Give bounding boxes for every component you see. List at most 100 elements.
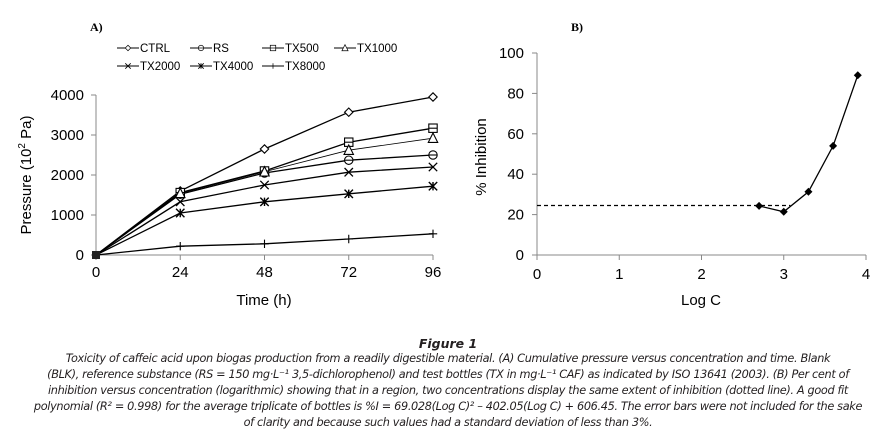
- legend-label: TX4000: [213, 61, 253, 73]
- legend-label: TX500: [285, 43, 319, 55]
- triangle-marker: [427, 131, 439, 143]
- caption-line: (BLK), reference substance (RS = 150 mg·…: [47, 368, 849, 381]
- plus-marker: [270, 63, 276, 69]
- legend-item: TX2000: [117, 61, 180, 73]
- plus-marker: [344, 234, 353, 244]
- diamond-marker: [428, 92, 438, 102]
- y-tick-label: 40: [507, 166, 524, 183]
- chart-a-legend: CTRL RS TX500 TX1000 TX2000 TX4000 TX8000: [117, 43, 397, 73]
- ylabel-suffix: Pa): [18, 116, 35, 144]
- triangle-marker: [341, 43, 349, 52]
- caption-line: of clarity and because such values had a…: [243, 416, 653, 429]
- data-point: [260, 239, 269, 248]
- y-tick-label: 60: [507, 126, 524, 143]
- x-tick-label: 24: [172, 264, 189, 281]
- x-tick-label: 1: [615, 266, 623, 283]
- data-point: [344, 234, 353, 244]
- chart-b-xlabel: Log C: [681, 292, 721, 309]
- x-tick-label: 2: [697, 266, 705, 283]
- data-point: [175, 197, 185, 207]
- asterisk-marker: [197, 62, 205, 70]
- legend-marker: [124, 62, 132, 70]
- ylabel-prefix: Pressure (10: [18, 149, 35, 235]
- plus-marker: [428, 229, 438, 238]
- asterisk-marker: [428, 181, 438, 191]
- legend-label: TX1000: [357, 43, 397, 55]
- data-point: [779, 207, 788, 216]
- triangle-marker: [343, 143, 355, 155]
- legend-marker: [197, 44, 205, 52]
- data-point: [428, 181, 438, 191]
- legend-label: RS: [213, 43, 229, 55]
- caption-line: polynomial (R² = 0.998) for the average …: [33, 400, 863, 413]
- y-tick-label: 2000: [51, 167, 84, 184]
- data-point: [344, 167, 354, 177]
- chart-a: A) CTRL RS TX500 TX1000 TX2000 TX4000 TX8000 0…: [17, 20, 441, 309]
- panel-a-label: A): [90, 20, 103, 34]
- filled-diamond-marker: [853, 71, 862, 80]
- legend-marker: [124, 44, 132, 52]
- x-marker: [259, 180, 270, 190]
- legend-item: CTRL: [117, 43, 171, 55]
- y-tick-label: 20: [507, 207, 524, 224]
- legend-marker: [197, 62, 205, 70]
- x-marker: [344, 167, 354, 177]
- x-marker: [175, 197, 185, 207]
- data-point: [428, 92, 438, 102]
- filled-diamond-marker: [779, 207, 788, 216]
- legend-label: TX2000: [140, 61, 180, 73]
- filled-diamond-marker: [804, 187, 813, 196]
- legend-label: TX8000: [285, 61, 325, 73]
- triangle-marker: [258, 165, 271, 177]
- figure-canvas: A) CTRL RS TX500 TX1000 TX2000 TX4000 TX8000 0…: [17, 20, 870, 309]
- asterisk-marker: [175, 208, 185, 218]
- x-tick-label: 72: [340, 264, 357, 281]
- x-tick-label: 4: [862, 266, 870, 283]
- data-point: [259, 144, 270, 154]
- ylabel-sup: 2: [17, 143, 28, 149]
- data-point: [92, 251, 100, 259]
- data-point: [427, 131, 439, 143]
- data-point: [428, 150, 438, 160]
- chart-a-axes: 0 1000 2000 3000 4000 0 24 48 72 96: [51, 87, 442, 281]
- legend-marker: [341, 43, 349, 52]
- y-tick-label: 0: [76, 247, 84, 264]
- data-point: [804, 187, 813, 196]
- figure-caption: Figure 1 Toxicity of caffeic acid upon b…: [0, 336, 896, 431]
- x-marker: [124, 62, 132, 70]
- data-point: [853, 71, 862, 80]
- data-point: [344, 189, 354, 199]
- caption-title: Figure 1: [418, 336, 478, 351]
- x-marker: [428, 162, 438, 172]
- legend-item: TX1000: [334, 43, 397, 55]
- data-point: [829, 141, 838, 150]
- data-point: [428, 162, 438, 172]
- legend-item: TX4000: [190, 61, 253, 73]
- data-point: [428, 123, 438, 133]
- data-point: [755, 201, 764, 210]
- x-tick-label: 0: [533, 266, 541, 283]
- data-point: [174, 186, 186, 199]
- caption-body: Toxicity of caffeic acid upon biogas pro…: [0, 351, 896, 431]
- plus-marker: [260, 239, 269, 248]
- caption-line: Toxicity of caffeic acid upon biogas pro…: [65, 352, 831, 365]
- diamond-marker: [343, 107, 354, 118]
- legend-item: TX8000: [262, 61, 325, 73]
- y-tick-label: 0: [516, 247, 524, 264]
- chart-b-axes: 0 20 40 60 80 100 0 1 2 3 4: [499, 45, 870, 283]
- series-tx8000: [92, 229, 438, 259]
- series-inhibition: [755, 71, 862, 216]
- filled-diamond-marker: [829, 141, 838, 150]
- x-tick-label: 96: [425, 264, 442, 281]
- chart-b: B) 0 20 40 60 80 100 0 1 2 3 4 Log C % Inhibition: [473, 20, 870, 309]
- chart-b-series: [537, 71, 862, 216]
- x-tick-label: 48: [256, 264, 273, 281]
- asterisk-marker: [259, 197, 270, 207]
- chart-b-ylabel: % Inhibition: [473, 118, 490, 196]
- y-tick-label: 3000: [51, 127, 84, 144]
- y-tick-label: 1000: [51, 207, 84, 224]
- caption-line: inhibition versus concentration (logarit…: [47, 384, 849, 397]
- x-tick-label: 3: [780, 266, 788, 283]
- asterisk-marker: [344, 189, 354, 199]
- x-tick-label: 0: [92, 264, 100, 281]
